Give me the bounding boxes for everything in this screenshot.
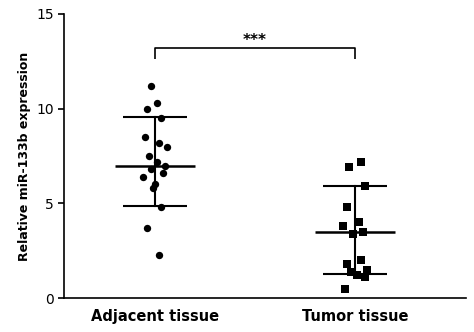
- Point: [143, 106, 150, 111]
- Point: [161, 163, 169, 168]
- Point: [354, 273, 361, 278]
- Point: [346, 165, 353, 170]
- Point: [143, 225, 150, 231]
- Point: [344, 205, 351, 210]
- Point: [147, 83, 155, 89]
- Point: [356, 220, 363, 225]
- Point: [155, 252, 163, 257]
- Point: [157, 205, 164, 210]
- Point: [157, 116, 164, 121]
- Point: [163, 144, 171, 149]
- Text: ***: ***: [243, 33, 267, 48]
- Point: [341, 286, 349, 291]
- Point: [357, 258, 365, 263]
- Point: [159, 170, 166, 176]
- Point: [145, 153, 153, 159]
- Point: [147, 167, 155, 172]
- Point: [349, 231, 357, 236]
- Point: [344, 262, 351, 267]
- Point: [141, 134, 148, 140]
- Point: [364, 267, 371, 273]
- Y-axis label: Relative miR-133b expression: Relative miR-133b expression: [18, 51, 31, 261]
- Point: [151, 182, 158, 187]
- Point: [362, 184, 369, 189]
- Point: [149, 186, 156, 191]
- Point: [362, 275, 369, 280]
- Point: [153, 159, 161, 164]
- Point: [139, 174, 146, 180]
- Point: [155, 140, 163, 145]
- Point: [347, 269, 355, 274]
- Point: [360, 229, 367, 234]
- Point: [339, 223, 347, 229]
- Point: [357, 159, 365, 164]
- Point: [153, 100, 161, 106]
